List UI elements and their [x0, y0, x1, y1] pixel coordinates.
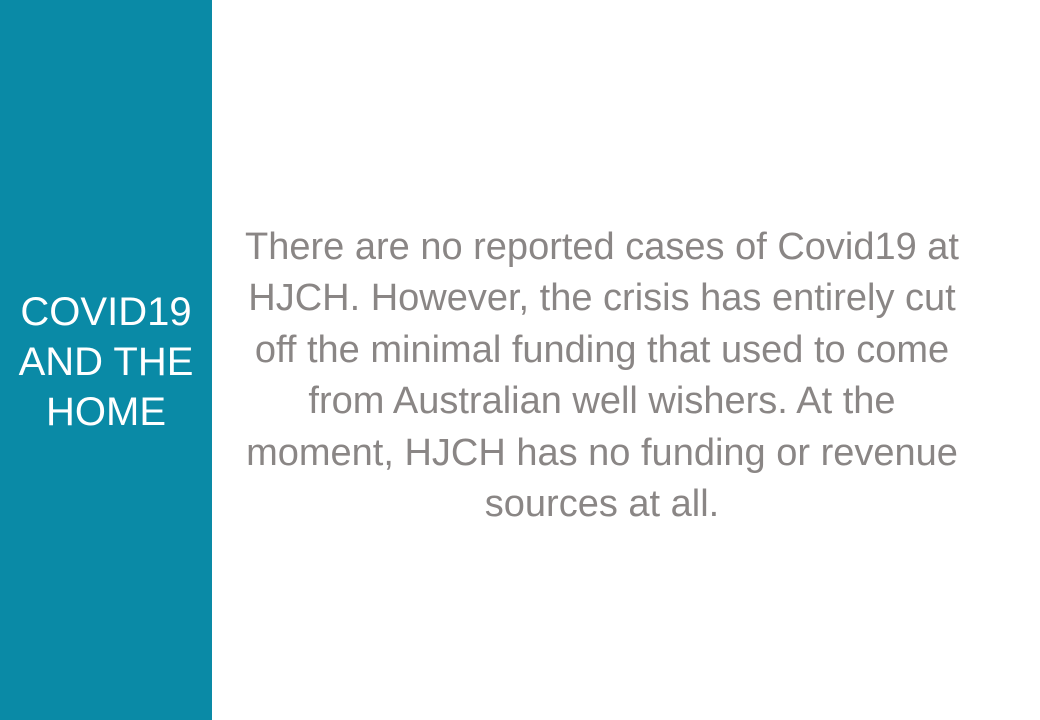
- side-panel: COVID19 AND THE HOME: [0, 0, 212, 720]
- slide-title-line-1: COVID19: [20, 290, 192, 334]
- content-area: There are no reported cases of Covid19 a…: [232, 0, 972, 720]
- body-paragraph: There are no reported cases of Covid19 a…: [245, 225, 959, 526]
- slide-title-line-3: HOME: [46, 390, 166, 434]
- slide-title-line-2: AND THE: [18, 340, 194, 384]
- slide-title: COVID19 AND THE HOME: [6, 287, 206, 437]
